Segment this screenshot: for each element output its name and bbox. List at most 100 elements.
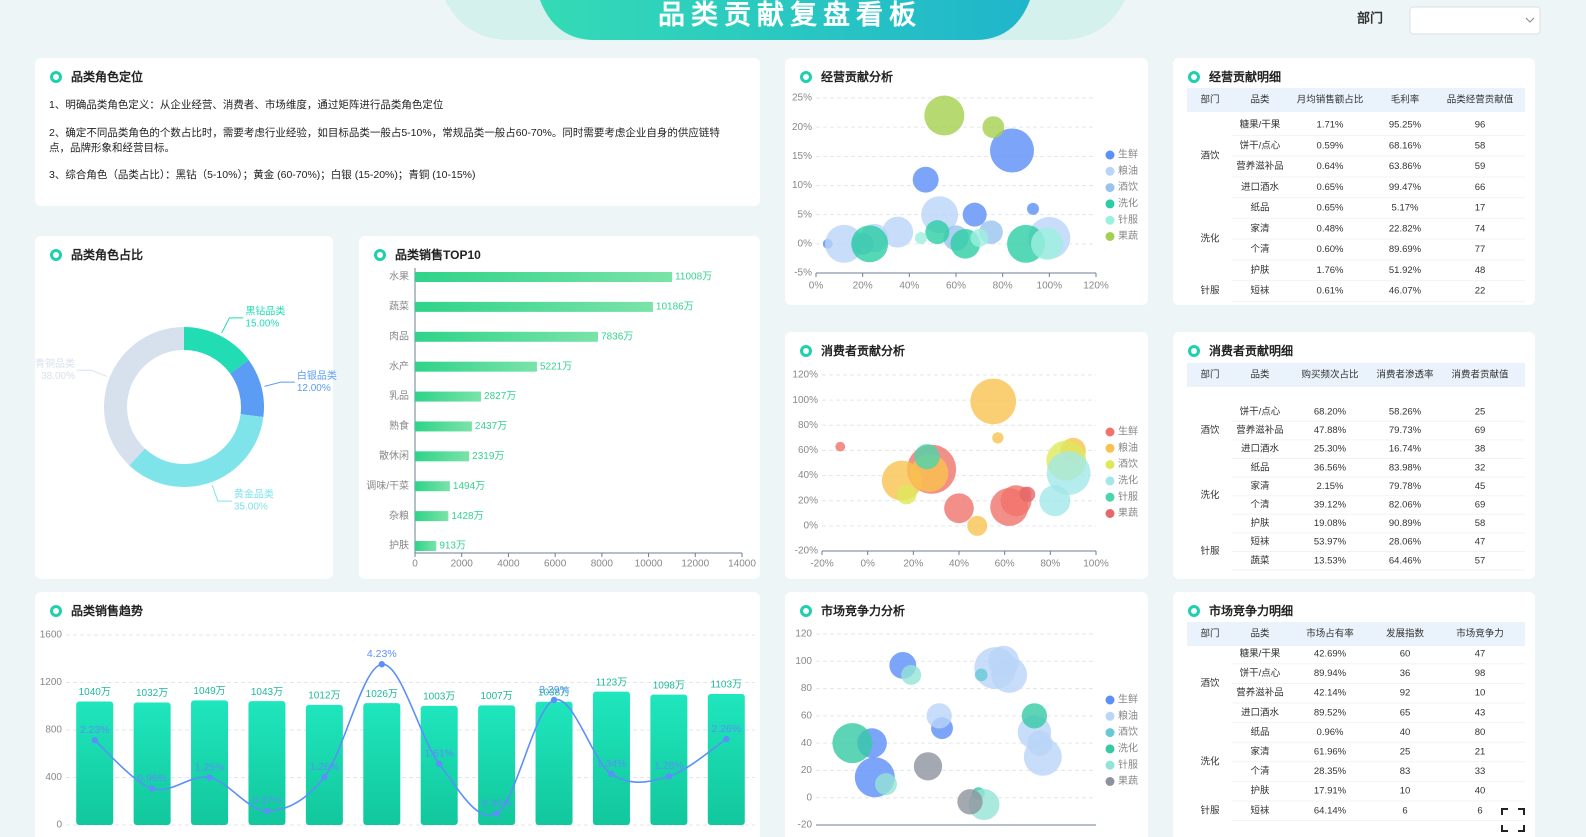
bar	[592, 691, 630, 825]
x-tick-label: 0	[412, 559, 418, 570]
bar-label: 1098万	[653, 680, 685, 691]
table-cell: 58	[1475, 518, 1486, 529]
table-cell: 1.76%	[1317, 265, 1344, 276]
line-label: 0.37%	[252, 795, 282, 807]
x-tick-label: 6000	[544, 559, 567, 570]
table-cell: 进口酒水	[1241, 443, 1280, 455]
table-header-bg	[1187, 363, 1525, 387]
slice-label: 黑钻品类	[245, 305, 285, 318]
table-cell: 66	[1475, 182, 1486, 193]
bubble	[835, 441, 846, 452]
bar	[707, 694, 745, 825]
legend-label: 生鲜	[1118, 425, 1138, 438]
intro-line: 1、明确品类角色定义：从企业经营、消费者、市场维度，通过矩阵进行品类角色定位	[49, 99, 444, 111]
line-point	[148, 785, 156, 792]
panel	[785, 332, 1148, 579]
bubble	[1019, 486, 1036, 503]
bubble	[957, 789, 983, 815]
panel	[1173, 592, 1535, 837]
table-cell: 99.47%	[1389, 182, 1422, 193]
y-tick-label: 120	[795, 629, 812, 640]
table-cell: 糖果/干果	[1240, 119, 1281, 131]
bar-label: 7836万	[601, 331, 633, 342]
table-cell: 0.96%	[1317, 727, 1344, 738]
line-point	[550, 696, 558, 704]
table-cell: 48	[1475, 265, 1486, 276]
panel-icon	[800, 71, 812, 83]
table-cell: 22	[1475, 286, 1486, 297]
table-cell: 家清	[1250, 746, 1270, 758]
legend-label: 针服	[1118, 490, 1138, 503]
line-label: 1.34%	[597, 758, 627, 770]
slice-label: 白银品类	[297, 369, 337, 382]
table-cell: 17	[1475, 203, 1486, 214]
table-header: 毛利率	[1391, 94, 1420, 106]
table-cell: 护肤	[1250, 517, 1270, 529]
panel-icon	[50, 249, 62, 261]
table-header: 消费者贡献值	[1451, 369, 1509, 381]
legend-marker	[1105, 728, 1115, 738]
bar-label: 1040万	[79, 687, 111, 698]
x-tick-label: 10000	[635, 559, 663, 570]
bubble	[925, 220, 950, 245]
filter-select[interactable]	[1409, 6, 1541, 35]
table-cell: 0.65%	[1317, 203, 1344, 214]
bar	[191, 700, 229, 825]
panel-icon	[50, 71, 62, 83]
y-tick-label: 5%	[798, 209, 813, 220]
bar	[415, 541, 437, 551]
bar	[415, 421, 472, 432]
table-cell: 83	[1400, 766, 1411, 777]
x-tick-label: 8000	[591, 559, 614, 570]
legend-marker	[1105, 150, 1115, 160]
table-cell: 个清	[1250, 243, 1270, 255]
bar-label: 1043万	[251, 687, 283, 698]
legend-marker	[1105, 199, 1115, 209]
x-tick-label: 4000	[497, 559, 520, 570]
table-header: 市场竞争力	[1456, 628, 1504, 640]
panel-icon	[1188, 605, 1200, 617]
bar-label: 1103万	[711, 680, 743, 691]
table-cell: 51.92%	[1389, 265, 1422, 276]
line-label: 1.28%	[654, 760, 684, 772]
bar-label: 2437万	[475, 421, 507, 432]
table-cell: 77	[1475, 244, 1486, 255]
table-cell: 短袜	[1250, 804, 1270, 816]
pie-slice	[129, 414, 264, 488]
legend-label: 酒饮	[1118, 725, 1138, 738]
page-title: 品类贡献复盘看板	[658, 0, 922, 30]
panel-title: 经营贡献分析	[821, 69, 893, 84]
bar	[415, 331, 599, 342]
legend-marker	[1105, 777, 1115, 786]
table-cell: 63.86%	[1389, 161, 1422, 172]
table-header: 部门	[1200, 628, 1219, 640]
panel-title: 品类角色占比	[71, 247, 143, 262]
y-tick-label: 乳品	[389, 389, 409, 402]
bubble	[944, 493, 974, 524]
table-cell: 59	[1475, 161, 1486, 172]
legend-label: 果蔬	[1118, 507, 1138, 519]
bubble	[1046, 451, 1091, 495]
panel	[35, 58, 760, 206]
bar	[535, 701, 573, 825]
bar	[76, 701, 114, 825]
bar-label: 1428万	[451, 511, 483, 522]
x-tick-label: 80%	[1040, 559, 1060, 570]
line-point	[321, 773, 328, 781]
y-tick-label: -5%	[794, 268, 812, 279]
table-cell: 短袜	[1250, 285, 1270, 297]
legend-label: 酒饮	[1118, 457, 1138, 470]
bar	[133, 702, 171, 825]
panel-title: 消费者贡献分析	[821, 343, 905, 358]
panel	[35, 236, 333, 579]
table-header: 月均销售额占比	[1297, 94, 1364, 106]
legend-label: 粮油	[1118, 164, 1138, 177]
bubble	[851, 225, 889, 263]
table-header: 部门	[1200, 369, 1219, 381]
bar-label: 1038万	[538, 687, 570, 698]
panel-icon	[800, 345, 812, 357]
pie-slice	[230, 359, 264, 418]
table-cell: 0.60%	[1317, 244, 1344, 255]
legend-marker	[1105, 509, 1115, 518]
